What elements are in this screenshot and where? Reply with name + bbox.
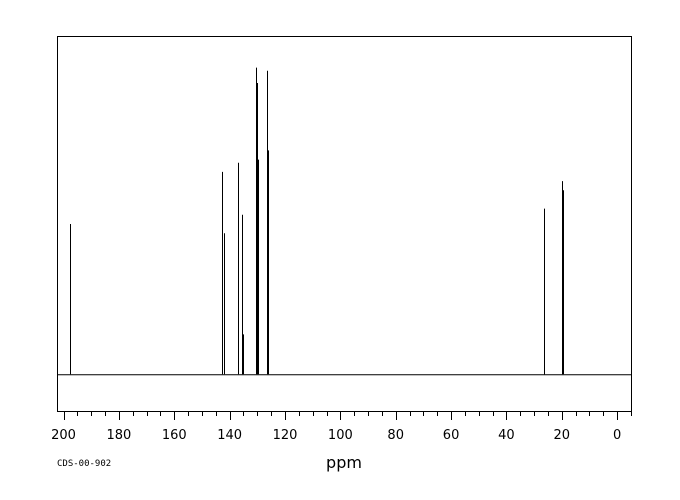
x-tick-label: 200 — [51, 428, 76, 443]
x-tick-label: 80 — [387, 428, 404, 443]
x-tick-label: 0 — [613, 428, 621, 443]
x-tick-label: 180 — [106, 428, 131, 443]
x-axis-ticks — [64, 411, 632, 420]
x-axis-label: ppm — [326, 453, 362, 472]
x-axis-tick-labels: 200 180 160 140 120 100 80 60 40 20 0 — [51, 428, 621, 443]
x-tick-label: 160 — [162, 428, 187, 443]
x-tick-label: 20 — [554, 428, 571, 443]
x-tick-label: 100 — [328, 428, 353, 443]
x-tick-label: 120 — [273, 428, 298, 443]
peaks-group — [70, 67, 564, 375]
x-tick-label: 40 — [498, 428, 515, 443]
x-tick-label: 60 — [443, 428, 460, 443]
plot-frame — [57, 36, 632, 412]
source-id-label: CDS-00-902 — [57, 459, 111, 469]
x-tick-label: 140 — [217, 428, 242, 443]
